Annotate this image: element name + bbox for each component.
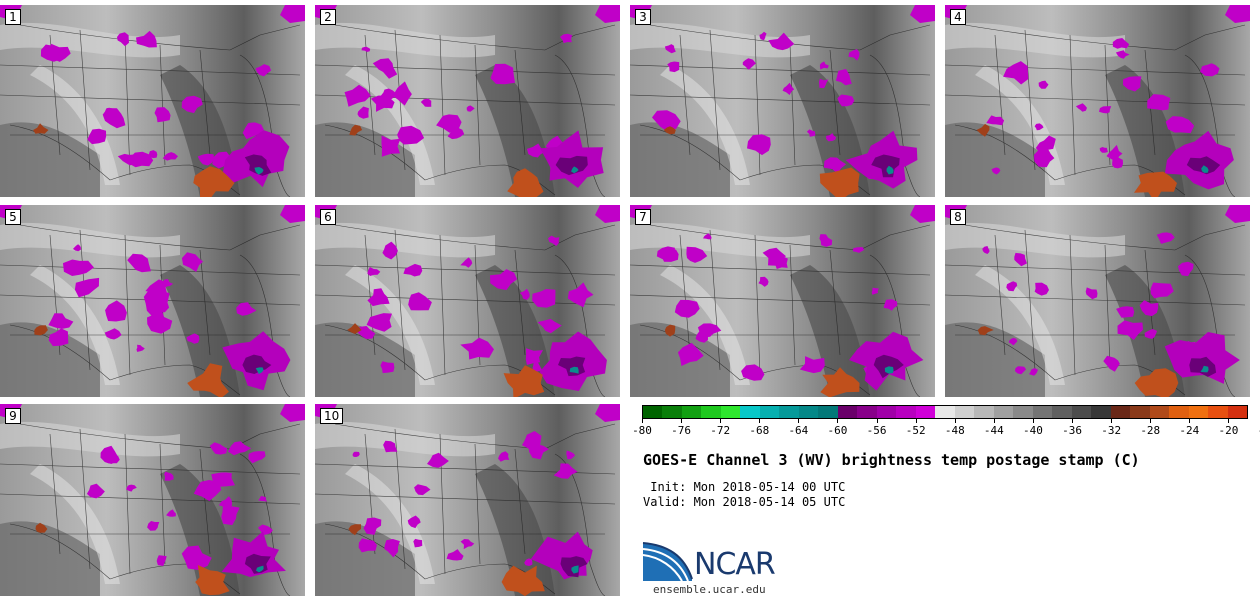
panel-number: 3	[635, 9, 651, 25]
tick-mark	[915, 419, 917, 423]
tick-label: -16	[1258, 424, 1260, 437]
chart-title: GOES-E Channel 3 (WV) brightness temp po…	[643, 451, 1140, 469]
tick-mark	[1111, 419, 1113, 423]
tick-label: -72	[710, 424, 731, 437]
colorbar-swatch	[720, 406, 741, 418]
tick-mark	[993, 419, 995, 423]
map-panel: 6	[315, 205, 620, 397]
colorbar-swatch	[1169, 406, 1189, 418]
panel-number: 2	[320, 9, 336, 25]
tick-label: -44	[983, 424, 1004, 437]
map-panel: 2	[315, 5, 620, 197]
tick-label: -56	[866, 424, 887, 437]
colorbar-swatch	[1071, 406, 1092, 418]
tick-label: -68	[749, 424, 770, 437]
site-url: ensemble.ucar.edu	[653, 583, 766, 596]
ncar-logo-icon	[642, 542, 693, 582]
colorbar-swatch	[1149, 406, 1170, 418]
colorbar-swatch	[1052, 406, 1072, 418]
colorbar-swatch	[1227, 406, 1248, 418]
tick-mark	[720, 419, 722, 423]
colorbar-swatch	[876, 406, 897, 418]
tick-label: -52	[905, 424, 926, 437]
colorbar-swatch	[935, 406, 955, 418]
panel-number: 7	[635, 209, 651, 225]
colorbar-swatch	[779, 406, 799, 418]
map-panel: 7	[630, 205, 935, 397]
colorbar-ticks: -80 -76 -72 -68 -64 -60 -56 -52 -48 -44 -40 -36 -32 -…	[632, 419, 1260, 439]
colorbar-swatch	[954, 406, 975, 418]
colorbar-swatch	[1032, 406, 1053, 418]
colorbar-swatch	[662, 406, 682, 418]
colorbar-swatch	[857, 406, 877, 418]
colorbar-swatch	[1130, 406, 1150, 418]
colorbar-swatch	[681, 406, 702, 418]
colorbar-swatch	[740, 406, 760, 418]
panel-number: 1	[5, 9, 21, 25]
colorbar-swatch	[837, 406, 858, 418]
colorbar-swatch	[643, 406, 663, 418]
tick-label: -76	[671, 424, 692, 437]
tick-mark	[681, 419, 683, 423]
tick-mark	[1032, 419, 1034, 423]
map-panel: 3	[630, 5, 935, 197]
tick-label: -60	[827, 424, 848, 437]
map-panel: 8	[945, 205, 1250, 397]
tick-mark	[642, 419, 643, 423]
map-panel: 9	[0, 404, 305, 596]
colorbar-swatch	[1188, 406, 1209, 418]
tick-label: -40	[1023, 424, 1043, 437]
tick-label: -64	[788, 424, 809, 437]
colorbar-swatch	[701, 406, 721, 418]
panel-number: 8	[950, 209, 966, 225]
map-panel: 1	[0, 5, 305, 197]
tick-mark	[954, 419, 956, 423]
panel-number: 10	[320, 408, 344, 424]
colorbar	[642, 405, 1248, 419]
panel-number: 4	[950, 9, 966, 25]
tick-label: -36	[1062, 424, 1082, 437]
colorbar-swatch	[759, 406, 780, 418]
map-panel: 10	[315, 404, 620, 596]
map-panel: 4	[945, 5, 1250, 197]
panel-number: 5	[5, 209, 21, 225]
colorbar-swatch	[915, 406, 936, 418]
init-time: Init: Mon 2018-05-14 00 UTC	[643, 480, 846, 494]
colorbar-swatch	[1208, 406, 1228, 418]
colorbar-swatch	[1110, 406, 1131, 418]
tick-mark	[798, 419, 800, 423]
tick-mark	[1228, 419, 1230, 423]
colorbar-swatch	[993, 406, 1014, 418]
colorbar-swatch	[798, 406, 819, 418]
colorbar-swatch	[818, 406, 838, 418]
colorbar-swatch	[1091, 406, 1111, 418]
panel-number: 6	[320, 209, 336, 225]
tick-mark	[1189, 419, 1191, 423]
panel-number: 9	[5, 408, 21, 424]
tick-label: -24	[1179, 424, 1200, 437]
colorbar-swatch	[896, 406, 916, 418]
tick-label: -28	[1140, 424, 1161, 437]
ncar-logo-text: NCAR	[694, 547, 776, 582]
tick-mark	[1072, 419, 1074, 423]
tick-label: -48	[944, 424, 965, 437]
tick-mark	[837, 419, 839, 423]
tick-label: -20	[1218, 424, 1239, 437]
tick-mark	[876, 419, 878, 423]
valid-time: Valid: Mon 2018-05-14 05 UTC	[643, 495, 846, 509]
map-panel: 5	[0, 205, 305, 397]
tick-label: -80	[632, 424, 652, 437]
tick-label: -32	[1101, 424, 1122, 437]
colorbar-swatch	[974, 406, 994, 418]
tick-mark	[1150, 419, 1152, 423]
colorbar-swatch	[1013, 406, 1033, 418]
tick-mark	[759, 419, 761, 423]
